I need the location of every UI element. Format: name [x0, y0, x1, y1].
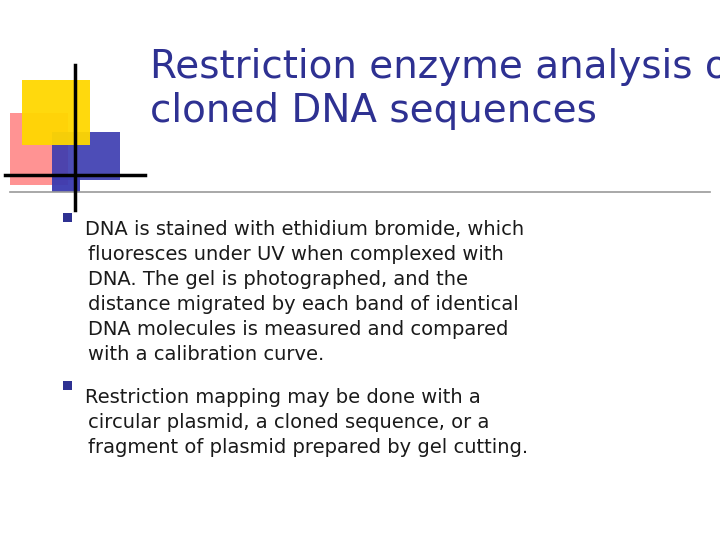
Bar — [52, 132, 120, 180]
Text: fluoresces under UV when complexed with: fluoresces under UV when complexed with — [88, 245, 504, 264]
Bar — [52, 176, 80, 192]
Bar — [63, 381, 72, 390]
Bar — [10, 113, 68, 185]
Text: with a calibration curve.: with a calibration curve. — [88, 345, 324, 364]
Text: distance migrated by each band of identical: distance migrated by each band of identi… — [88, 295, 518, 314]
Bar — [22, 80, 90, 145]
Text: DNA molecules is measured and compared: DNA molecules is measured and compared — [88, 320, 508, 339]
Bar — [63, 213, 72, 222]
Text: fragment of plasmid prepared by gel cutting.: fragment of plasmid prepared by gel cutt… — [88, 438, 528, 457]
Text: DNA. The gel is photographed, and the: DNA. The gel is photographed, and the — [88, 270, 468, 289]
Text: Restriction enzyme analysis of: Restriction enzyme analysis of — [150, 48, 720, 86]
Text: circular plasmid, a cloned sequence, or a: circular plasmid, a cloned sequence, or … — [88, 413, 490, 432]
Text: cloned DNA sequences: cloned DNA sequences — [150, 92, 597, 130]
Text: DNA is stained with ethidium bromide, which: DNA is stained with ethidium bromide, wh… — [85, 220, 524, 239]
Text: Restriction mapping may be done with a: Restriction mapping may be done with a — [85, 388, 481, 407]
